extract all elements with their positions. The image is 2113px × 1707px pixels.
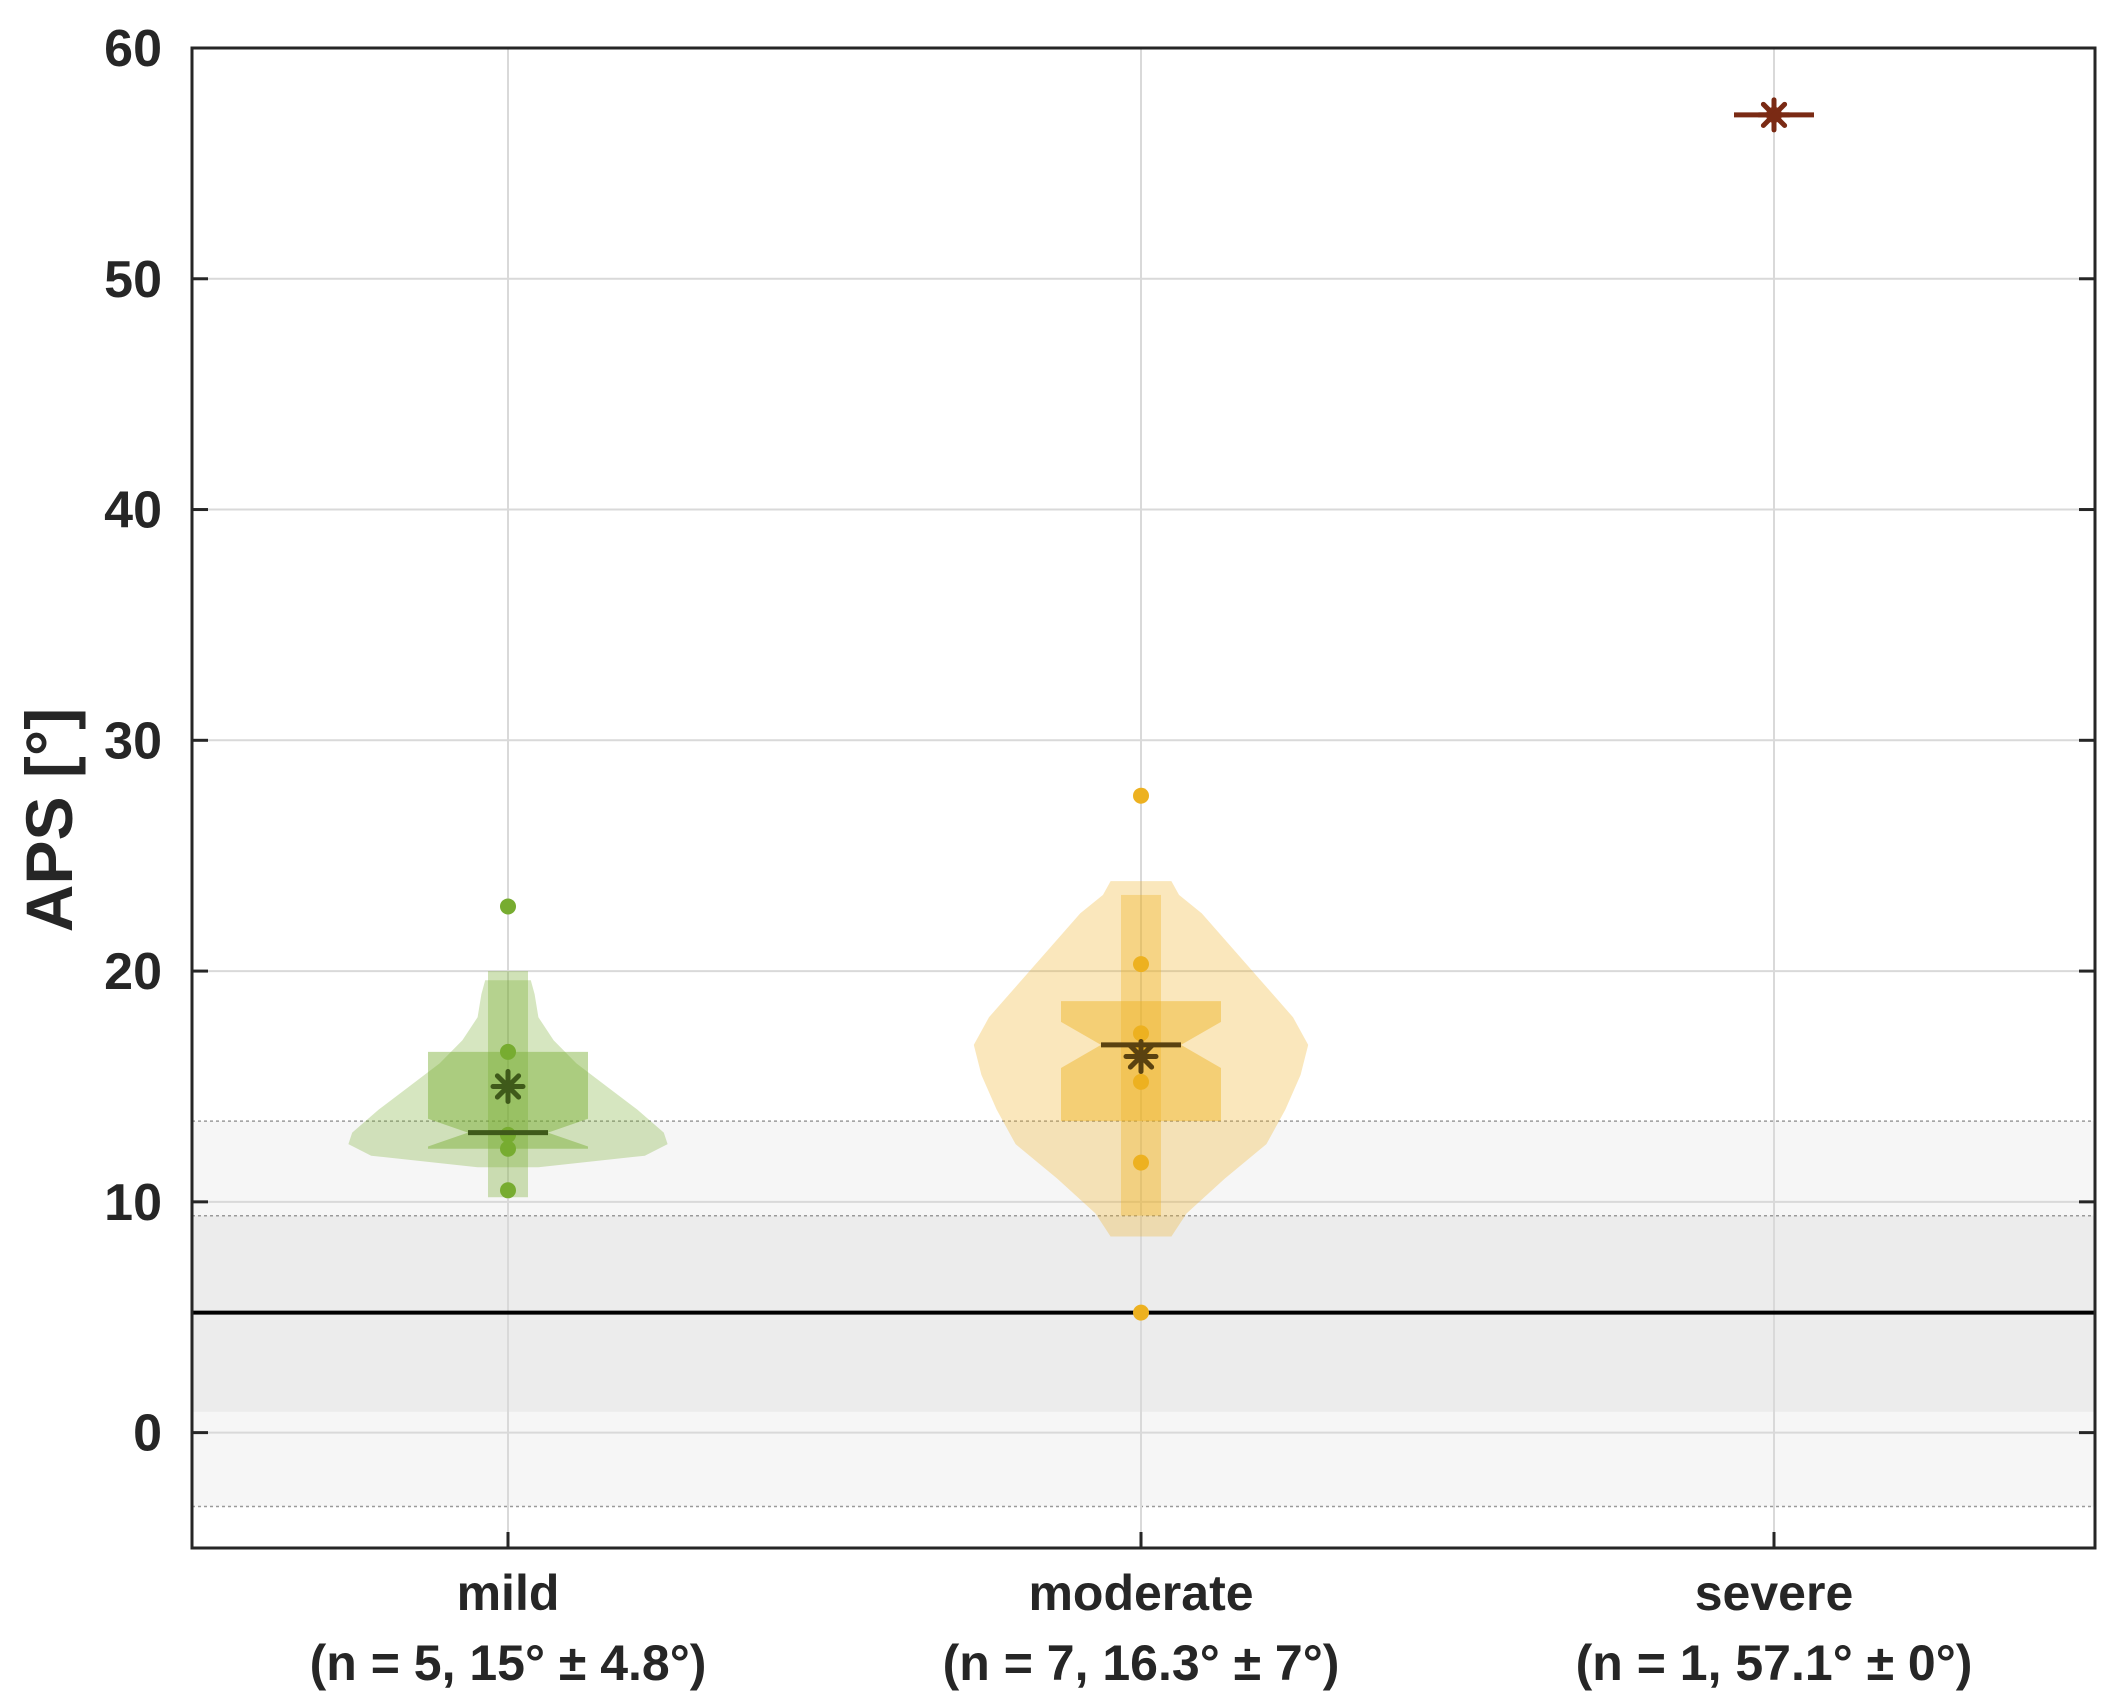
labels: 0 10 20 30 40 50 60 mild (n = 5, 15° ± 4.8°) mode… (104, 20, 1972, 1691)
category-label-mild: mild (457, 1565, 560, 1621)
data-point-moderate (1133, 1025, 1149, 1042)
category-moderate (973, 787, 1309, 1321)
axes-frame (190, 46, 2097, 1550)
data-point-mild (500, 1182, 516, 1199)
mean-marker-severe (1756, 97, 1792, 133)
category-severe (1734, 97, 1814, 133)
axes (190, 46, 2097, 1550)
data-point-mild (500, 898, 516, 915)
data-point-mild (500, 1140, 516, 1157)
category-summary-severe: (n = 1, 57.1° ± 0°) (1576, 1635, 1973, 1691)
mean-marker-severe-stroke (1760, 101, 1788, 129)
category-summary-moderate: (n = 7, 16.3° ± 7°) (943, 1635, 1340, 1691)
plot-area (348, 97, 1814, 1321)
data-point-moderate (1133, 1154, 1149, 1171)
y-tick-label: 20 (104, 943, 162, 1001)
y-tick-label: 60 (104, 20, 162, 78)
data-point-moderate (1133, 1073, 1149, 1090)
mean-marker-mild-stroke (494, 1073, 522, 1100)
y-tick-label: 30 (104, 712, 162, 770)
mean-marker-mild (490, 1068, 526, 1104)
category-summary-mild: (n = 5, 15° ± 4.8°) (310, 1635, 707, 1691)
data-point-moderate (1133, 956, 1149, 973)
data-point-mild (500, 1043, 516, 1060)
y-tick-label: 0 (133, 1405, 162, 1463)
data-point-moderate (1133, 787, 1149, 804)
y-tick-label: 10 (104, 1174, 162, 1232)
data-point-moderate (1133, 1304, 1149, 1321)
category-label-moderate: moderate (1028, 1565, 1253, 1621)
mean-marker-moderate (1123, 1038, 1159, 1074)
mean-marker-moderate-stroke (1127, 1043, 1155, 1070)
category-label-severe: severe (1695, 1565, 1854, 1621)
y-axis-title: APS [°] (12, 708, 86, 932)
y-tick-label: 50 (104, 251, 162, 309)
y-tick-label: 40 (104, 482, 162, 540)
category-mild (348, 898, 668, 1199)
